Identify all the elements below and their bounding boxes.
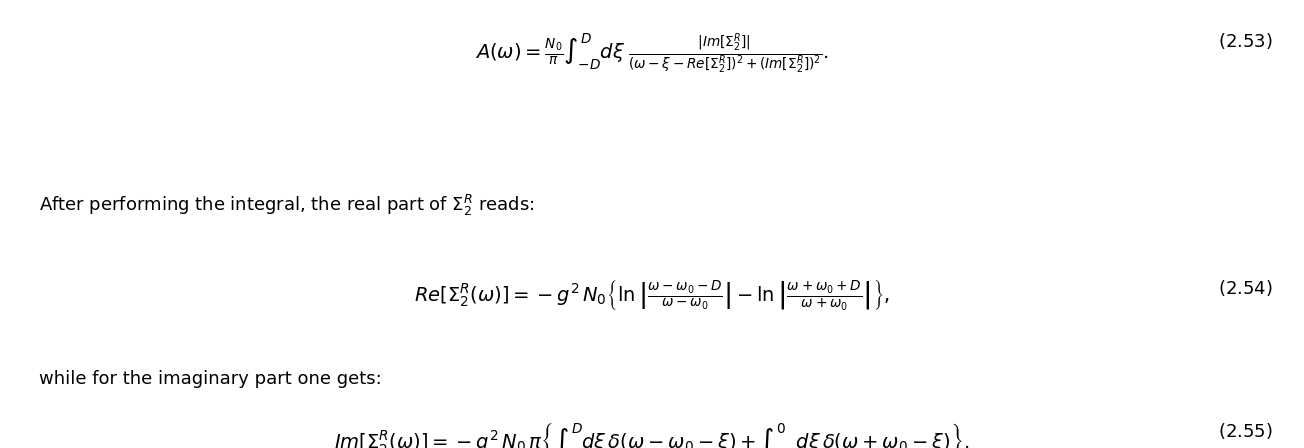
Text: $A(\omega) = \frac{N_0}{\pi} \int_{-D}^{D} d\xi \; \frac{|Im[\Sigma_2^R]|}{(\ome: $A(\omega) = \frac{N_0}{\pi} \int_{-D}^{… xyxy=(475,31,829,75)
Text: After performing the integral, the real part of $\Sigma_2^R$ reads:: After performing the integral, the real … xyxy=(39,193,535,218)
Text: while for the imaginary part one gets:: while for the imaginary part one gets: xyxy=(39,370,382,388)
Text: $(2.55)$: $(2.55)$ xyxy=(1218,421,1273,441)
Text: $(2.54)$: $(2.54)$ xyxy=(1218,278,1273,298)
Text: $Re[\Sigma_2^R(\omega)] = -g^2\, N_0 \left\{ \ln\left|\frac{\omega - \omega_0 - : $Re[\Sigma_2^R(\omega)] = -g^2\, N_0 \le… xyxy=(415,278,889,312)
Text: $(2.53)$: $(2.53)$ xyxy=(1218,31,1273,52)
Text: $Im[\Sigma_2^R(\omega)] = -g^2\, N_0\, \pi \left\{ \int_0^D d\xi\, \delta(\omega: $Im[\Sigma_2^R(\omega)] = -g^2\, N_0\, \… xyxy=(334,421,970,448)
